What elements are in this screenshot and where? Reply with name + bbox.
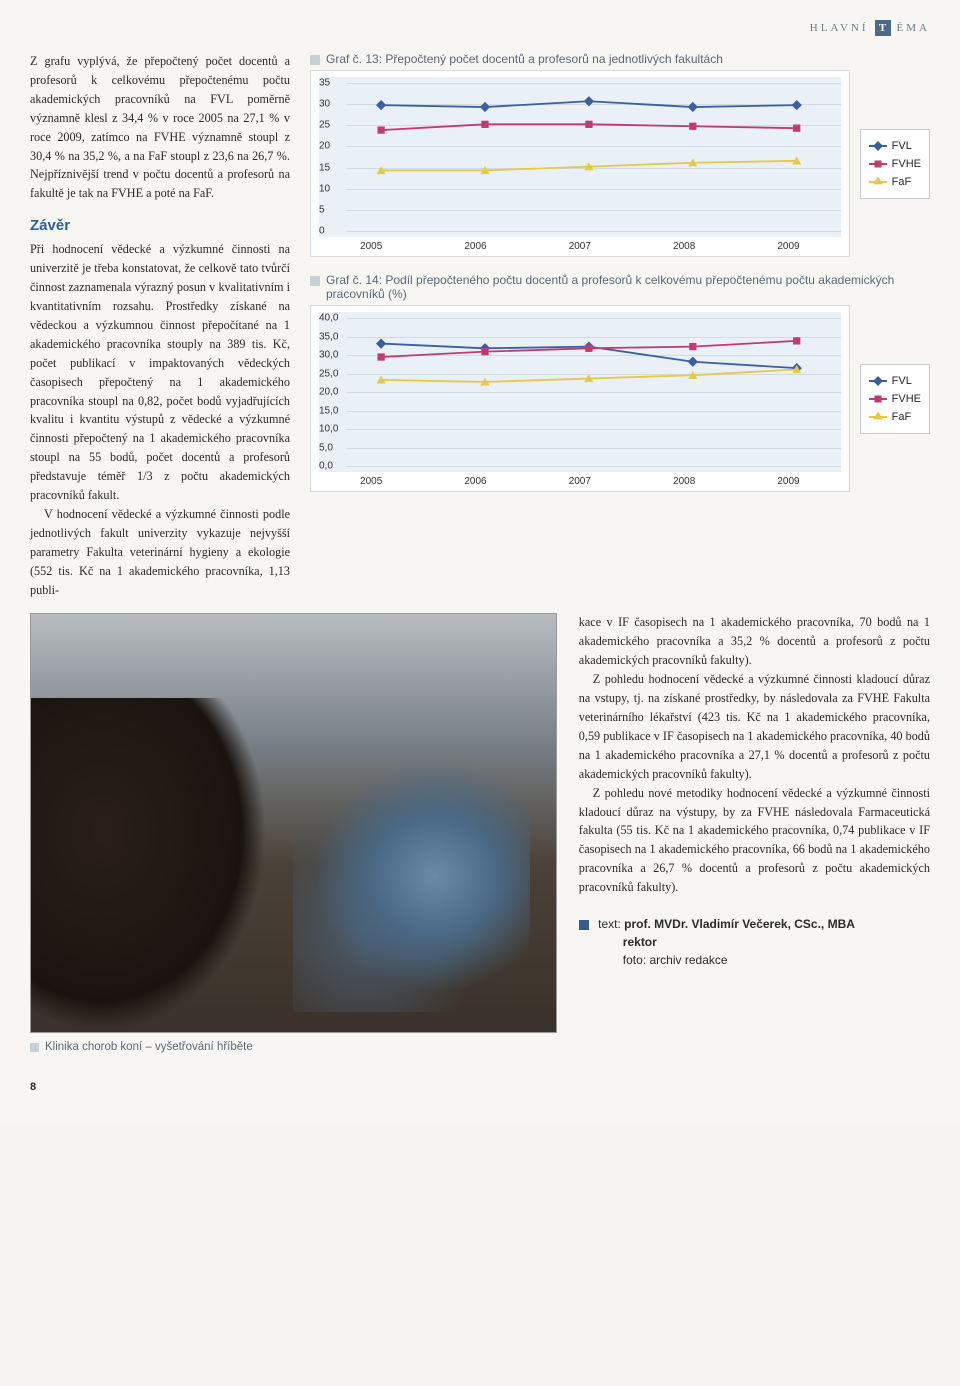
credits-name: prof. MVDr. Vladimír Večerek, CSc., MBA xyxy=(624,917,855,931)
para-3: V hodnocení vědecké a výzkumné činnosti … xyxy=(30,505,290,600)
right-para-3: Z pohledu nové metodiky hodnocení vědeck… xyxy=(579,784,930,897)
photo-caption-text: Klinika chorob koní – vyšetřování hříbět… xyxy=(45,1041,253,1053)
chart-13-title-text: Graf č. 13: Přepočtený počet docentů a p… xyxy=(326,52,723,66)
credits: text: prof. MVDr. Vladimír Večerek, CSc.… xyxy=(579,915,930,969)
header-pre: HLAVNÍ xyxy=(810,22,869,34)
credits-label: text: xyxy=(598,917,621,931)
square-bullet-icon xyxy=(579,920,589,930)
x-tick-label: 2009 xyxy=(736,476,840,487)
legend-item: FVHE xyxy=(869,158,921,170)
credits-photo: archiv redakce xyxy=(650,953,728,967)
x-tick-label: 2005 xyxy=(319,241,423,252)
x-tick-label: 2007 xyxy=(528,476,632,487)
legend-item: FaF xyxy=(869,176,921,188)
photo-caption: Klinika chorob koní – vyšetřování hříbět… xyxy=(30,1041,557,1053)
credits-photo-label: foto: xyxy=(623,953,646,967)
x-tick-label: 2009 xyxy=(736,241,840,252)
chart-14-plot: 0,05,010,015,020,025,030,035,040,0 xyxy=(319,312,841,472)
legend-label: FVL xyxy=(892,375,912,387)
chart-13-title: Graf č. 13: Přepočtený počet docentů a p… xyxy=(310,52,930,66)
chart-14-legend: FVL FVHE FaF xyxy=(860,364,930,434)
x-tick-label: 2008 xyxy=(632,241,736,252)
legend-label: FaF xyxy=(892,176,912,188)
left-text-column: Z grafu vyplývá, že přepočtený počet doc… xyxy=(30,52,290,599)
legend-label: FVHE xyxy=(892,393,921,405)
page-number: 8 xyxy=(30,1081,930,1093)
x-tick-label: 2008 xyxy=(632,476,736,487)
photo-block: Klinika chorob koní – vyšetřování hříbět… xyxy=(30,613,557,1053)
legend-label: FVHE xyxy=(892,158,921,170)
chart-14-title-text: Graf č. 14: Podíl přepočteného počtu doc… xyxy=(326,273,930,301)
x-tick-label: 2007 xyxy=(528,241,632,252)
chart-13-plot: 05101520253035 xyxy=(319,77,841,237)
chart-13-legend: FVL FVHE FaF xyxy=(860,129,930,199)
square-bullet-icon xyxy=(30,1043,39,1052)
legend-label: FVL xyxy=(892,140,912,152)
legend-item: FaF xyxy=(869,411,921,423)
charts-column: Graf č. 13: Přepočtený počet docentů a p… xyxy=(310,52,930,599)
chart-14-xlabels: 20052006200720082009 xyxy=(319,472,841,487)
square-bullet-icon xyxy=(310,55,320,65)
photo xyxy=(30,613,557,1033)
square-bullet-icon xyxy=(310,276,320,286)
chart-14-box: 0,05,010,015,020,025,030,035,040,0 20052… xyxy=(310,305,850,492)
right-text-column: kace v IF časopisech na 1 akademického p… xyxy=(579,613,930,1053)
legend-item: FVL xyxy=(869,375,921,387)
chart-13-xlabels: 20052006200720082009 xyxy=(319,237,841,252)
x-tick-label: 2006 xyxy=(423,241,527,252)
chart-13: Graf č. 13: Přepočtený počet docentů a p… xyxy=(310,52,930,257)
legend-label: FaF xyxy=(892,411,912,423)
para-1: Z grafu vyplývá, že přepočtený počet doc… xyxy=(30,52,290,203)
chart-14-title: Graf č. 14: Podíl přepočteného počtu doc… xyxy=(310,273,930,301)
x-tick-label: 2005 xyxy=(319,476,423,487)
right-para-2: Z pohledu hodnocení vědecké a výzkumné č… xyxy=(579,670,930,783)
para-2: Při hodnocení vědecké a výzkumné činnost… xyxy=(30,240,290,505)
x-tick-label: 2006 xyxy=(423,476,527,487)
right-para-1: kace v IF časopisech na 1 akademického p… xyxy=(579,613,930,670)
credits-title: rektor xyxy=(579,933,930,951)
header-post: ÉMA xyxy=(897,22,930,34)
chart-14: Graf č. 14: Podíl přepočteného počtu doc… xyxy=(310,273,930,492)
legend-item: FVHE xyxy=(869,393,921,405)
chart-13-box: 05101520253035 20052006200720082009 xyxy=(310,70,850,257)
header-letter-box: T xyxy=(875,20,891,36)
section-header: HLAVNÍ T ÉMA xyxy=(30,20,930,36)
legend-item: FVL xyxy=(869,140,921,152)
subhead-zaver: Závěr xyxy=(30,217,290,234)
